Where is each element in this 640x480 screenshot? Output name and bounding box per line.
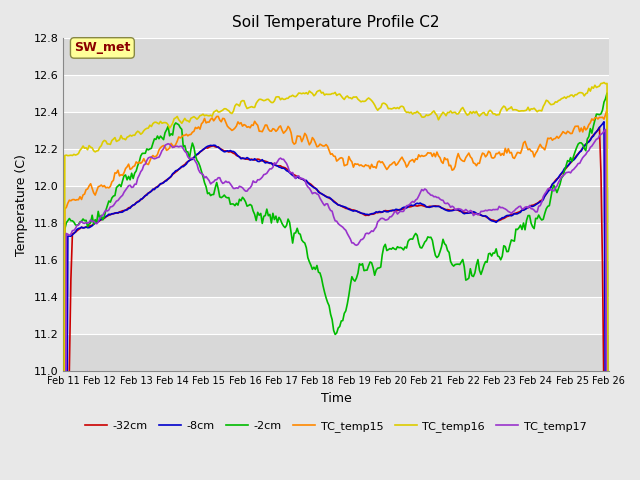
-32cm — [126, 204, 134, 210]
-8cm — [600, 119, 608, 125]
TC_temp15 — [126, 167, 134, 172]
TC_temp16 — [574, 90, 582, 96]
Bar — [63, 38, 609, 75]
Line: TC_temp16: TC_temp16 — [63, 83, 609, 480]
TC_temp15 — [222, 120, 230, 125]
Legend: -32cm, -8cm, -2cm, TC_temp15, TC_temp16, TC_temp17: -32cm, -8cm, -2cm, TC_temp15, TC_temp16,… — [81, 417, 591, 437]
-32cm — [250, 157, 257, 163]
Title: Soil Temperature Profile C2: Soil Temperature Profile C2 — [232, 15, 440, 30]
Y-axis label: Temperature (C): Temperature (C) — [15, 154, 28, 256]
TC_temp15 — [240, 122, 248, 128]
Bar — [63, 75, 609, 112]
-2cm — [250, 208, 257, 214]
TC_temp17 — [602, 127, 609, 132]
Line: -8cm: -8cm — [63, 122, 609, 480]
-2cm — [298, 237, 305, 243]
TC_temp16 — [600, 80, 608, 85]
Bar — [63, 112, 609, 149]
TC_temp16 — [250, 105, 257, 110]
-8cm — [250, 157, 257, 163]
Line: -32cm: -32cm — [63, 127, 609, 480]
-32cm — [574, 151, 582, 156]
-2cm — [574, 141, 582, 147]
-32cm — [596, 124, 604, 130]
TC_temp17 — [240, 187, 248, 192]
TC_temp15 — [298, 139, 305, 144]
Line: -2cm: -2cm — [63, 93, 609, 480]
Text: SW_met: SW_met — [74, 41, 131, 54]
-8cm — [298, 176, 305, 182]
TC_temp15 — [604, 107, 611, 112]
TC_temp17 — [250, 178, 257, 184]
-8cm — [222, 149, 230, 155]
TC_temp15 — [250, 122, 257, 128]
-32cm — [222, 148, 230, 154]
TC_temp16 — [240, 98, 248, 104]
TC_temp16 — [298, 91, 305, 96]
-2cm — [604, 90, 611, 96]
TC_temp17 — [126, 182, 134, 188]
Bar — [63, 149, 609, 186]
-8cm — [574, 151, 582, 157]
Line: TC_temp17: TC_temp17 — [63, 130, 609, 480]
-2cm — [240, 196, 248, 202]
-8cm — [126, 205, 134, 211]
Bar — [63, 260, 609, 297]
Bar — [63, 334, 609, 372]
Bar — [63, 297, 609, 334]
-32cm — [240, 156, 248, 161]
Bar — [63, 186, 609, 223]
Line: TC_temp15: TC_temp15 — [63, 109, 609, 480]
Bar — [63, 223, 609, 260]
TC_temp15 — [574, 123, 582, 129]
-8cm — [240, 156, 248, 162]
TC_temp17 — [298, 175, 305, 181]
-2cm — [126, 177, 134, 183]
TC_temp17 — [222, 178, 230, 184]
TC_temp16 — [126, 132, 134, 138]
-2cm — [222, 194, 230, 200]
TC_temp17 — [574, 161, 582, 167]
X-axis label: Time: Time — [321, 392, 351, 405]
-32cm — [298, 176, 305, 182]
TC_temp16 — [222, 106, 230, 112]
